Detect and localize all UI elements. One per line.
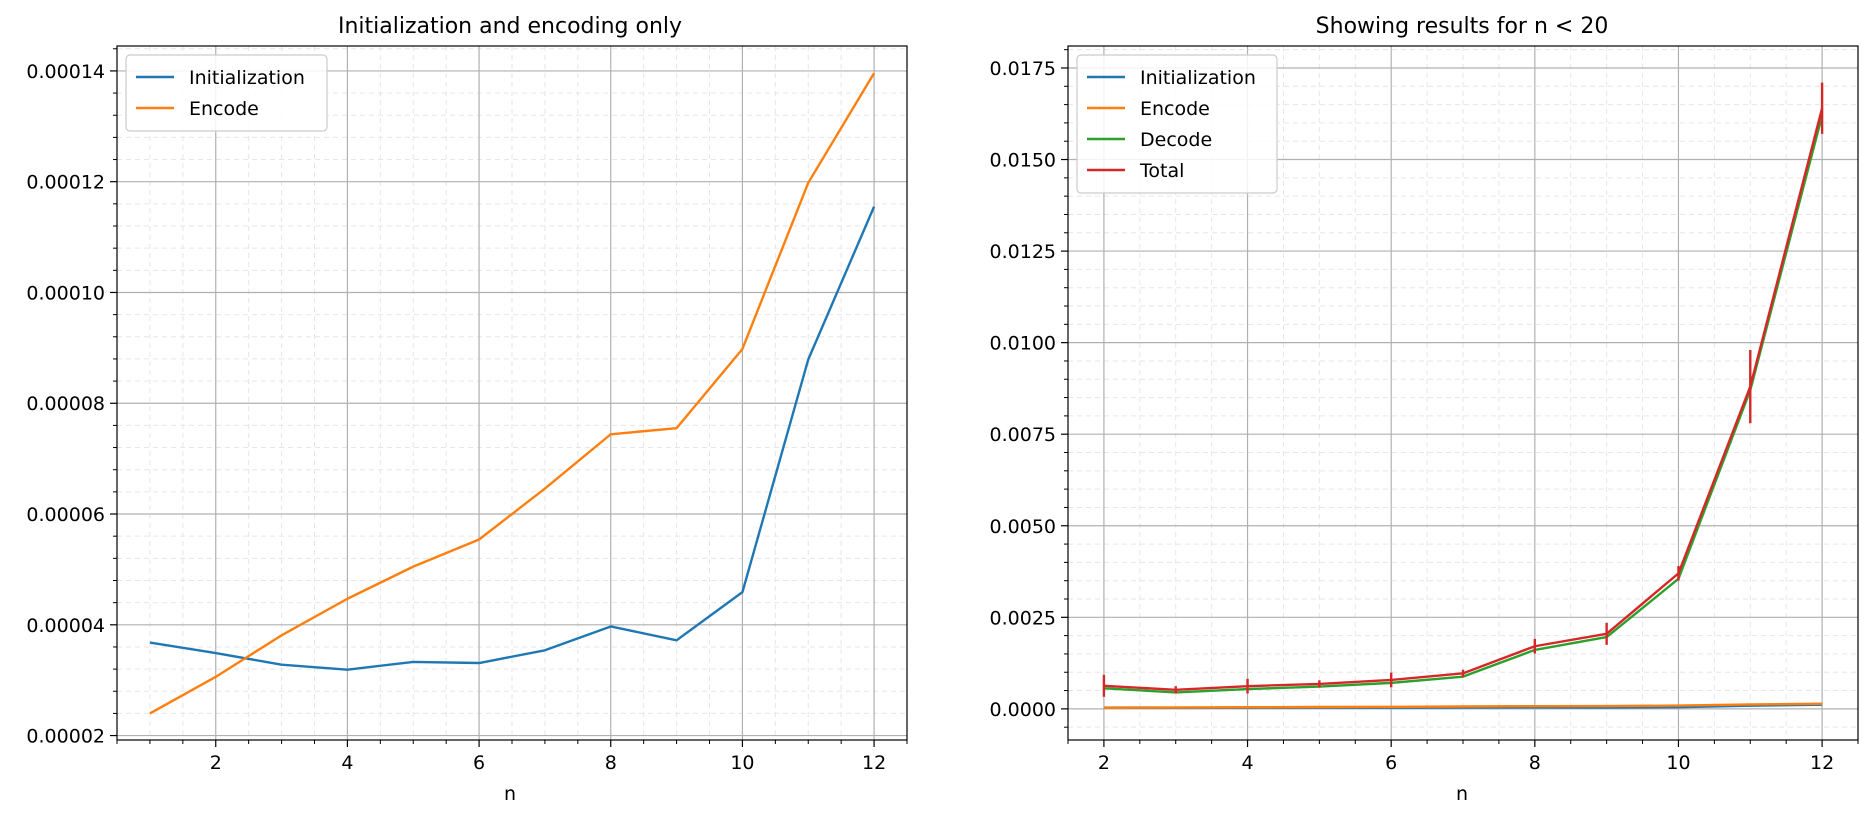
right-chart-x-axis-label: n [1456, 783, 1468, 805]
left-chart-y-tick-label: 0.00004 [26, 615, 105, 637]
right-chart-x-tick-label: 12 [1810, 752, 1834, 774]
left-chart-legend: Initialization Encode [125, 54, 328, 132]
left-chart-y-tick-label: 0.00014 [26, 61, 105, 83]
left-chart-gridlines [116, 46, 908, 740]
right-chart-y-tick-label: 0.0125 [990, 241, 1056, 263]
left-chart-y-tick-label: 0.00010 [26, 282, 105, 304]
right-chart-legend-label-total: Total [1139, 160, 1184, 182]
right-chart: Showing results for n < 20 n 2 4 6 8 10 12 0.0… [990, 14, 1859, 805]
left-chart-series-line-encode [149, 72, 876, 715]
left-chart-y-tick-label: 0.00012 [26, 172, 105, 194]
left-chart: Initialization and encoding only n 2 4 6 8 1… [26, 14, 908, 805]
right-chart-x-tick-label: 10 [1666, 752, 1690, 774]
right-chart-legend-label-initialization: Initialization [1140, 67, 1256, 89]
left-chart-y-tick-label: 0.00002 [26, 726, 105, 748]
left-chart-legend-label-initialization: Initialization [189, 67, 305, 89]
right-chart-y-tick-label: 0.0175 [990, 58, 1056, 80]
left-chart-y-tick-label: 0.00008 [26, 393, 105, 415]
left-chart-series-line-initialization [149, 206, 876, 671]
right-chart-series [1102, 82, 1824, 709]
right-chart-title: Showing results for n < 20 [1316, 14, 1609, 39]
left-chart-ticks: 2 4 6 8 10 12 0.00002 0.00004 0.00006 0.00008 0.00… [26, 48, 908, 774]
right-chart-legend-label-decode: Decode [1140, 129, 1212, 151]
left-chart-x-tick-label: 4 [341, 752, 353, 774]
left-chart-x-axis-label: n [504, 783, 516, 805]
right-chart-legend-box [1076, 54, 1278, 194]
right-chart-y-tick-label: 0.0075 [990, 424, 1056, 446]
right-chart-legend-label-encode: Encode [1140, 98, 1210, 120]
left-chart-x-tick-label: 10 [730, 752, 754, 774]
right-chart-legend: Initialization Encode Decode Total [1076, 54, 1278, 194]
right-chart-x-tick-label: 8 [1529, 752, 1541, 774]
left-chart-x-tick-label: 2 [210, 752, 222, 774]
right-chart-x-tick-label: 2 [1098, 752, 1110, 774]
left-chart-x-tick-label: 8 [605, 752, 617, 774]
left-chart-series [149, 72, 876, 715]
left-chart-y-tick-label: 0.00006 [26, 504, 105, 526]
right-chart-x-tick-label: 6 [1385, 752, 1397, 774]
right-chart-series-line-encode [1103, 702, 1823, 709]
right-chart-ticks: 2 4 6 8 10 12 0.0000 0.0025 0.0050 0.0075 0.0100 0.… [990, 49, 1859, 774]
right-chart-y-tick-label: 0.0100 [990, 333, 1056, 355]
right-chart-y-tick-label: 0.0150 [990, 150, 1056, 172]
right-chart-x-tick-label: 4 [1241, 752, 1253, 774]
left-chart-legend-label-encode: Encode [189, 98, 259, 120]
right-chart-y-tick-label: 0.0000 [990, 699, 1056, 721]
right-chart-y-tick-label: 0.0050 [990, 516, 1056, 538]
right-chart-y-tick-label: 0.0025 [990, 607, 1056, 629]
left-chart-x-tick-label: 6 [473, 752, 485, 774]
left-chart-title: Initialization and encoding only [338, 14, 682, 39]
left-chart-x-tick-label: 12 [862, 752, 886, 774]
left-chart-legend-box [125, 54, 328, 132]
